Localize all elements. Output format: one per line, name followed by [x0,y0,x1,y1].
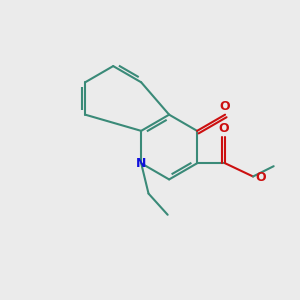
Text: N: N [136,157,146,170]
Text: O: O [218,122,229,135]
Text: O: O [255,172,266,184]
Text: O: O [220,100,230,113]
